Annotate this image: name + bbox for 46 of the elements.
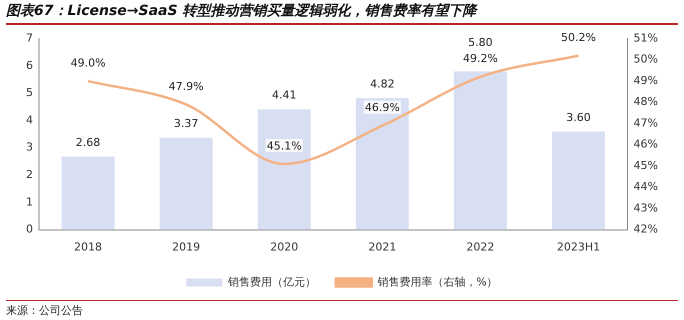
x-tick-label: 2020	[270, 240, 298, 254]
x-tick-label: 2022	[466, 240, 494, 254]
y2-tick-label: 48%	[634, 95, 658, 108]
x-tick-label: 2021	[368, 240, 396, 254]
data-label: 4.41	[272, 88, 296, 102]
data-label: 49.0%	[70, 56, 106, 70]
y2-tick-label: 46%	[634, 138, 658, 151]
y-tick-label: 6	[26, 58, 33, 72]
y-tick-label: 2	[26, 168, 33, 182]
bar	[552, 131, 605, 230]
data-label: 5.80	[468, 36, 493, 50]
data-label: 2.68	[76, 136, 100, 149]
x-tick-label: 2018	[74, 240, 102, 254]
bar	[258, 109, 311, 230]
data-label: 3.37	[174, 117, 198, 130]
y2-tick-label: 45%	[634, 158, 658, 172]
x-tick-label: 2019	[172, 240, 200, 254]
y-tick-label: 4	[26, 113, 33, 126]
x-tick-label: 2023H1	[556, 240, 600, 254]
y2-tick-label: 49%	[634, 74, 658, 87]
y-tick-label: 5	[26, 86, 33, 100]
data-label: 47.9%	[168, 80, 204, 93]
source-note: 来源：公司公告	[6, 300, 678, 318]
data-label: 4.82	[370, 78, 395, 91]
y2-tick-label: 47%	[634, 116, 658, 130]
y2-tick-label: 51%	[634, 31, 658, 44]
y-tick-label: 3	[26, 140, 33, 154]
data-label: 49.2%	[462, 52, 498, 66]
legend-label: 销售费用（亿元）	[226, 275, 316, 288]
y2-tick-label: 50%	[634, 52, 658, 66]
data-label: 3.60	[566, 110, 591, 124]
data-label: 46.9%	[364, 101, 400, 114]
y-tick-label: 7	[26, 31, 33, 44]
y2-tick-label: 44%	[634, 180, 658, 194]
data-label: 50.2%	[561, 30, 596, 44]
y-tick-label: 1	[26, 195, 33, 208]
bar	[454, 71, 507, 230]
data-label: 45.1%	[266, 139, 302, 152]
y2-tick-label: 42%	[634, 222, 658, 236]
bar	[160, 138, 213, 230]
bar	[356, 98, 409, 230]
chart-title: 图表67：License→SaaS 转型推动营销买量逻辑弱化，销售费率有望下降	[6, 2, 678, 25]
y2-tick-label: 43%	[634, 201, 658, 214]
y-tick-label: 0	[26, 222, 33, 236]
legend-label: 销售费用率（右轴，%）	[376, 275, 498, 288]
bar	[62, 156, 115, 230]
